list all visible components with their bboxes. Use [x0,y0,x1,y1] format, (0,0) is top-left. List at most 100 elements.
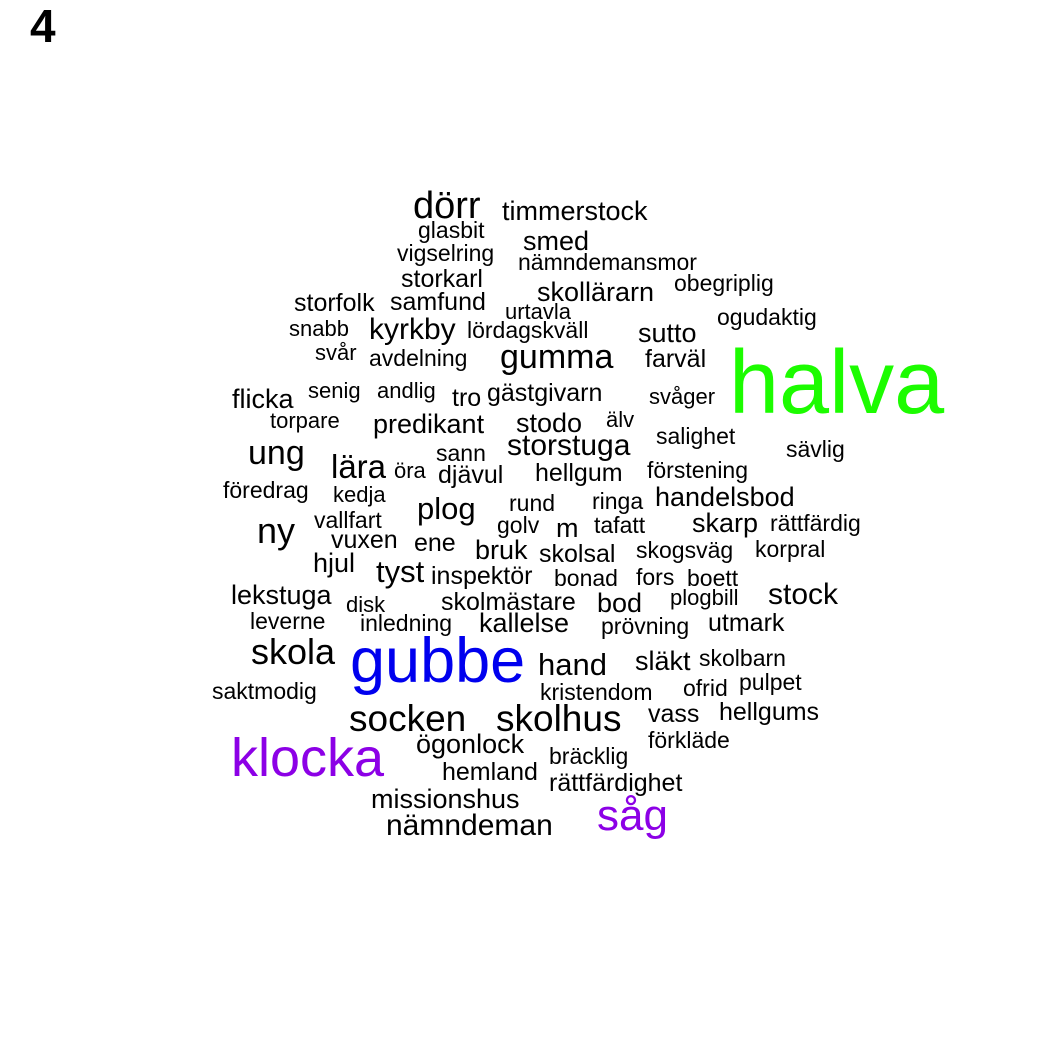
word-skolbarn: skolbarn [699,645,786,671]
word-forklade: förkläde [648,727,730,753]
word-samfund: samfund [390,288,486,316]
word-boett: boett [687,565,739,591]
word-plogbill: plogbill [670,585,739,610]
word-skarp: skarp [692,508,758,538]
word-skolmastare: skolmästare [441,588,576,616]
word-kristendom: kristendom [540,679,652,705]
word-kedja: kedja [333,482,386,507]
word-vigselring: vigselring [397,240,494,266]
word-timmerstock: timmerstock [502,196,648,226]
word-storfolk: storfolk [294,289,375,317]
word-ora: öra [394,458,427,483]
word-farval: farväl [645,345,706,373]
word-djavul: djävul [438,461,503,489]
word-svar: svår [315,340,357,365]
word-plog: plog [417,491,476,526]
word-avdelning: avdelning [369,345,467,371]
word-inspektor: inspektör [431,562,532,590]
word-inledning: inledning [360,610,452,636]
word-m: m [556,513,579,543]
word-hjul: hjul [313,548,355,578]
word-bonad: bonad [554,565,618,591]
word-hemland: hemland [442,758,538,786]
word-lekstuga: lekstuga [231,580,333,610]
word-handelsbod: handelsbod [655,482,795,512]
word-namndeman: nämndeman [386,809,553,842]
word-slakt: släkt [635,646,691,676]
word-glasbit: glasbit [418,217,485,243]
word-dorr: dörr [413,185,481,227]
word-gastgivarn: gästgivarn [487,379,602,407]
word-disk: disk [346,592,386,617]
word-gubbe: gubbe [350,626,525,696]
word-halva: halva [729,333,945,433]
word-rattfardighet: rättfärdighet [549,769,682,797]
word-skollararn: skollärarn [537,277,654,307]
word-provning: prövning [601,613,689,639]
word-hand: hand [538,647,607,682]
word-stock: stock [768,578,839,611]
word-predikant: predikant [373,409,485,439]
word-rattfardig: rättfärdig [770,510,861,536]
word-kallelse: kallelse [479,608,569,638]
panel-label: 4 [30,0,56,52]
word-forstening: förstening [647,457,748,483]
word-tafatt: tafatt [594,512,646,538]
word-leverne: leverne [250,608,325,634]
word-sutto: sutto [638,318,697,348]
word-ringa: ringa [592,488,643,514]
word-hellgums: hellgums [719,698,819,726]
word-obegriplig: obegriplig [674,270,774,296]
word-skogsvag: skogsväg [636,537,733,563]
word-ene: ene [414,529,456,557]
word-lara: lära [331,448,387,485]
word-storstuga: storstuga [507,429,631,462]
word-urtavla: urtavla [505,299,572,324]
word-rund: rund [509,490,555,516]
word-namndemansmor: nämndemansmor [518,249,697,275]
word-kyrkby: kyrkby [369,313,456,346]
word-golv: golv [497,512,540,538]
word-bruk: bruk [475,535,528,565]
word-ogonlock: ögonlock [416,729,525,759]
word-flicka: flicka [232,384,294,414]
word-ogudaktig: ogudaktig [717,304,817,330]
word-ny: ny [257,510,295,551]
word-smed: smed [523,226,589,256]
word-utmark: utmark [708,609,785,637]
word-ofrid: ofrid [683,675,728,701]
word-skola: skola [251,631,336,672]
word-foredrag: föredrag [223,477,309,503]
word-skolhus: skolhus [496,698,621,739]
word-storkarl: storkarl [401,265,483,293]
word-bod: bod [597,588,642,618]
word-sag: såg [597,791,668,840]
word-stodo: stodo [516,408,582,438]
word-vuxen: vuxen [331,526,398,554]
word-svager: svåger [649,384,715,409]
word-tyst: tyst [376,554,425,589]
word-tro: tro [452,384,481,412]
word-klocka: klocka [231,728,385,788]
word-savlig: sävlig [786,436,845,462]
word-torpare: torpare [270,408,340,433]
word-ung: ung [248,434,305,472]
word-bracklig: bräcklig [549,743,628,769]
word-salighet: salighet [656,423,736,449]
word-lordagskvall: lördagskväll [467,317,588,343]
word-andlig: andlig [377,378,436,403]
word-skolsal: skolsal [539,540,615,568]
word-gumma: gumma [500,338,613,376]
word-sann: sann [436,440,486,466]
word-vass: vass [648,700,699,728]
word-hellgum: hellgum [535,459,623,487]
word-alv: älv [606,407,634,432]
word-vallfart: vallfart [314,507,382,533]
word-fors: fors [636,564,674,590]
word-socken: socken [349,698,466,739]
word-pulpet: pulpet [739,669,802,695]
word-saktmodig: saktmodig [212,678,317,704]
word-missionshus: missionshus [371,784,520,814]
word-snabb: snabb [289,316,349,341]
